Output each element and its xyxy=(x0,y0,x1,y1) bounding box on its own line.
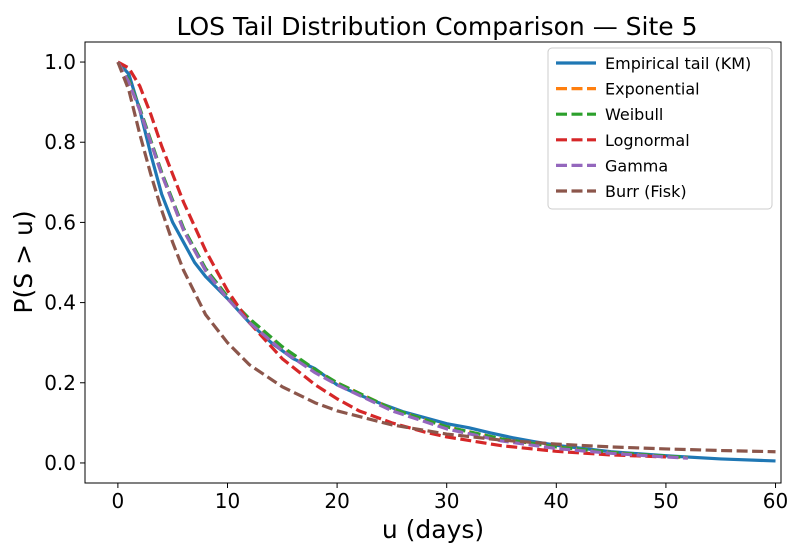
series-layer xyxy=(116,60,776,463)
legend-label-burr-fisk: Burr (Fisk) xyxy=(605,182,687,201)
legend-items: Empirical tail (KM) Exponential Weibull Log… xyxy=(556,54,751,201)
y-tick-label: 1.0 xyxy=(44,50,76,74)
legend-label-empirical-tail-km: Empirical tail (KM) xyxy=(605,54,751,73)
legend-box xyxy=(547,47,773,210)
x-tick-label: 50 xyxy=(653,489,678,513)
x-tick-label: 40 xyxy=(544,489,569,513)
series-line-lognormal xyxy=(117,60,666,459)
y-tick-label: 0.4 xyxy=(44,291,76,315)
x-axis-label: u (days) xyxy=(382,515,484,544)
legend: Empirical tail (KM) Exponential Weibull Log… xyxy=(547,47,773,210)
series-line-weibull xyxy=(116,61,688,459)
axes-frame xyxy=(84,41,782,484)
y-tick-label: 0.6 xyxy=(44,210,76,234)
chart-title: LOS Tail Distribution Comparison — Site … xyxy=(176,12,697,41)
legend-label-gamma: Gamma xyxy=(605,156,668,175)
series-line-gamma xyxy=(116,61,688,460)
y-axis-ticks: 0.0 0.2 0.4 0.6 0.8 1.0 xyxy=(44,50,85,475)
x-tick-label: 60 xyxy=(763,489,788,513)
legend-label-weibull: Weibull xyxy=(605,105,663,124)
x-tick-label: 0 xyxy=(112,489,125,513)
legend-label-lognormal: Lognormal xyxy=(605,131,690,150)
legend-label-exponential: Exponential xyxy=(605,80,700,99)
x-tick-label: 30 xyxy=(434,489,459,513)
x-tick-label: 10 xyxy=(215,489,240,513)
series-line-burr-fisk xyxy=(116,61,776,454)
y-axis-label: P(S > u) xyxy=(9,210,38,313)
x-axis-ticks: 0 10 20 30 40 50 60 xyxy=(112,483,788,513)
y-tick-label: 0.2 xyxy=(44,371,76,395)
y-tick-label: 0.8 xyxy=(44,130,76,154)
y-tick-label: 0.0 xyxy=(44,451,76,475)
x-tick-label: 20 xyxy=(324,489,349,513)
